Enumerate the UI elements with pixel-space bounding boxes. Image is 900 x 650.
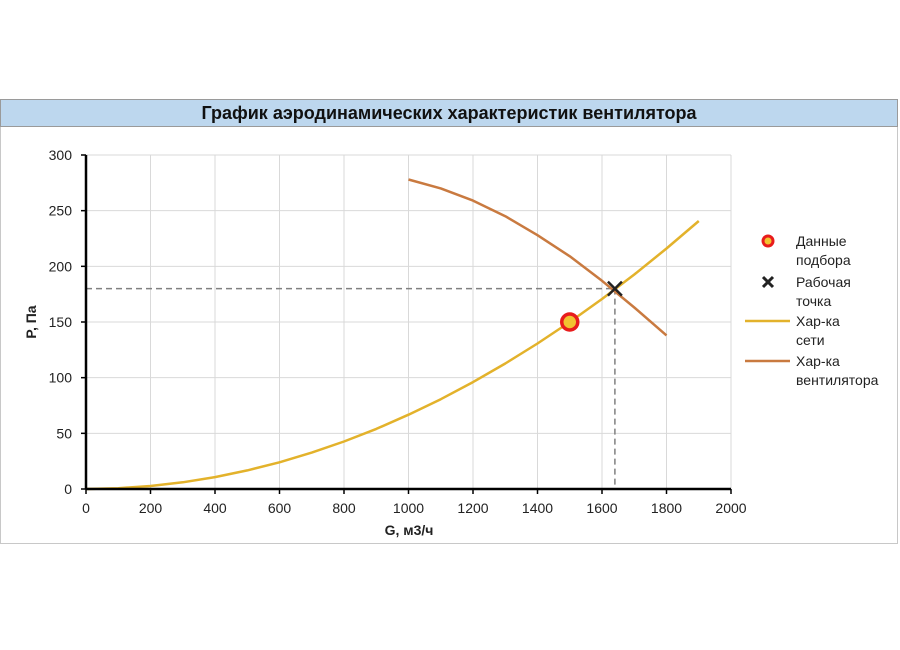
legend-label: Хар-ка вентилятора [796, 353, 879, 388]
x-tick-label: 1600 [586, 500, 617, 516]
legend-label: Данные подбора [796, 233, 851, 268]
guide-lines [86, 287, 616, 489]
x-tick-label: 2000 [715, 500, 746, 516]
x-tick-label: 1800 [651, 500, 682, 516]
legend: Данные подбора Рабочая точка Хар-ка сети Хар-к… [745, 233, 879, 388]
y-tick-label: 300 [49, 147, 73, 163]
series-line-3 [408, 178, 668, 337]
data-point-operating [607, 280, 623, 297]
legend-label: Хар-ка сети [796, 313, 840, 348]
chart-title: График аэродинамических характеристик ве… [0, 99, 898, 127]
axes [81, 154, 732, 494]
y-axis-title: P, Па [23, 305, 39, 338]
series-line-2 [85, 220, 700, 491]
x-tick-label: 1200 [457, 500, 488, 516]
x-tick-label: 1400 [522, 500, 553, 516]
grid-lines [86, 154, 732, 489]
x-tick-label: 1000 [393, 500, 424, 516]
y-tick-label: 200 [49, 258, 73, 274]
x-tick-label: 400 [203, 500, 227, 516]
x-axis-title: G, м3/ч [385, 522, 434, 538]
legend-swatch-circle [761, 234, 775, 248]
x-tick-label: 800 [332, 500, 356, 516]
curves [85, 178, 700, 491]
y-tick-label: 50 [56, 425, 72, 441]
x-tick-label: 0 [82, 500, 90, 516]
legend-label: Рабочая точка [796, 274, 851, 309]
legend-swatch-x [761, 275, 775, 289]
x-tick-label: 200 [139, 500, 163, 516]
y-tick-label: 0 [64, 481, 72, 497]
markers [560, 280, 623, 332]
x-tick-label: 600 [268, 500, 292, 516]
y-tick-label: 100 [49, 370, 73, 386]
y-tick-label: 250 [49, 203, 73, 219]
y-tick-label: 150 [49, 314, 73, 330]
data-point-selection [560, 312, 580, 332]
tick-labels: 0 200 400 600 800 1000 1200 1400 1600 1800 2000 0 50… [49, 147, 747, 516]
